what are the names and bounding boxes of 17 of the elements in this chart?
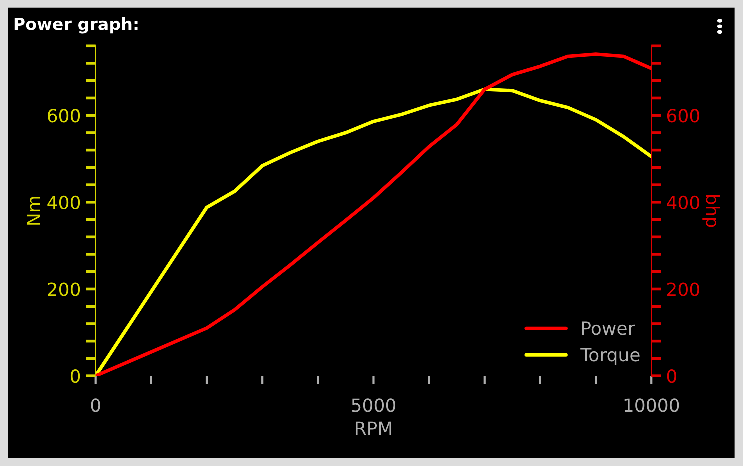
y-tick-label: 0 xyxy=(70,370,80,384)
chart-title: Power graph: xyxy=(14,18,138,34)
y2-tick-label: 200 xyxy=(668,282,700,296)
x-tick-label: 0 xyxy=(91,398,100,412)
y2-tick-label: 0 xyxy=(667,370,676,384)
y2-axis-title: bhp xyxy=(702,196,720,228)
y-tick-label: 400 xyxy=(48,196,80,210)
x-axis-title: RPM xyxy=(356,422,392,436)
y-tick-label: 200 xyxy=(48,282,80,296)
x-tick-label: 10000 xyxy=(624,398,680,412)
legend-label: Torque xyxy=(580,348,640,366)
y2-tick-label: 400 xyxy=(667,196,700,210)
y-axis-title: Nm xyxy=(27,197,40,225)
y-tick-label: 600 xyxy=(48,109,80,123)
x-tick-label: 5000 xyxy=(352,398,396,412)
legend-label: Power xyxy=(582,322,636,336)
y2-tick-label: 600 xyxy=(667,109,700,123)
